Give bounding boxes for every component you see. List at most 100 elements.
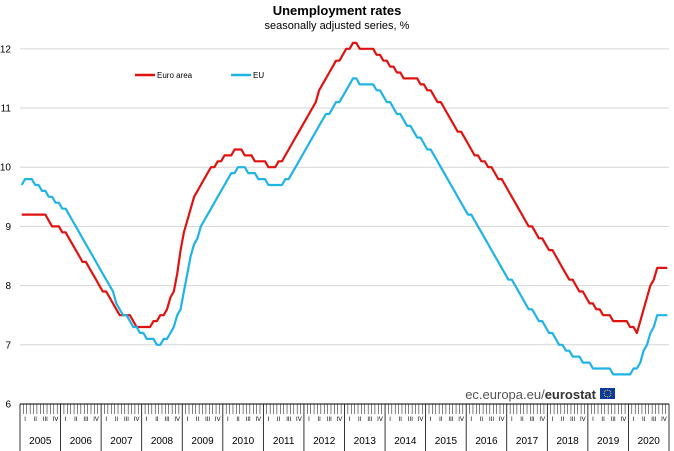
quarter-label: I <box>24 417 26 423</box>
year-label: 2017 <box>516 436 539 447</box>
quarter-label: I <box>430 417 432 423</box>
legend: Euro area EU <box>135 71 264 80</box>
quarter-label: IV <box>215 417 221 423</box>
year-label: 2013 <box>354 436 377 447</box>
quarter-label: III <box>570 417 575 423</box>
quarter-label: III <box>448 417 453 423</box>
quarter-label: III <box>611 417 616 423</box>
quarter-label: I <box>268 417 270 423</box>
series-line-euro-area <box>21 41 668 335</box>
year-label: 2010 <box>232 436 255 447</box>
quarter-label: I <box>105 417 107 423</box>
quarter-label: IV <box>377 417 383 423</box>
legend-label: EU <box>253 71 264 80</box>
eu-flag-icon <box>600 388 615 399</box>
quarter-label: III <box>489 417 494 423</box>
eu-flag-star <box>610 392 612 395</box>
quarter-label: II <box>642 417 646 423</box>
year-label: 2012 <box>313 436 336 447</box>
quarter-label: III <box>408 417 413 423</box>
chart-title: Unemployment rates <box>272 3 402 18</box>
quarter-label: IV <box>539 417 545 423</box>
quarter-label: I <box>186 417 188 423</box>
quarter-label: IV <box>499 417 505 423</box>
source-brand: eurostat <box>545 387 597 402</box>
year-label: 2006 <box>70 436 93 447</box>
quarter-label: IV <box>661 417 667 423</box>
source-text: ec.europa.eu/eurostat <box>465 387 596 402</box>
quarter-label: I <box>592 417 594 423</box>
y-tick-label: 9 <box>5 222 11 233</box>
quarter-label: II <box>115 417 119 423</box>
quarter-label: I <box>470 417 472 423</box>
quarter-label: III <box>651 417 656 423</box>
quarter-label: I <box>227 417 229 423</box>
quarter-label: III <box>530 417 535 423</box>
year-label: 2019 <box>597 436 620 447</box>
eu-flag-star <box>603 392 605 395</box>
quarter-label: III <box>124 417 129 423</box>
eu-flag-star <box>605 395 607 397</box>
quarter-label: II <box>317 417 321 423</box>
quarter-label: II <box>561 417 565 423</box>
y-tick-label: 12 <box>0 44 11 55</box>
year-label: 2009 <box>191 436 214 447</box>
quarter-label: IV <box>337 417 343 423</box>
quarter-label: I <box>65 417 67 423</box>
y-axis: 6 7 8 9 10 11 12 <box>0 44 11 410</box>
quarter-label: I <box>146 417 148 423</box>
quarter-label: IV <box>458 417 464 423</box>
quarter-label: II <box>358 417 362 423</box>
series-lines <box>20 41 668 376</box>
year-label: 2014 <box>394 436 417 447</box>
quarter-label: III <box>246 417 251 423</box>
quarter-label: I <box>389 417 391 423</box>
quarter-label: IV <box>621 417 627 423</box>
quarter-label: IV <box>418 417 424 423</box>
eu-flag-star <box>609 394 611 396</box>
quarter-label: I <box>511 417 513 423</box>
quarter-label: III <box>367 417 372 423</box>
quarter-label: I <box>633 417 635 423</box>
year-label: 2015 <box>435 436 458 447</box>
series-line-eu <box>20 77 668 376</box>
eu-flag-star <box>609 391 611 393</box>
quarter-label: IV <box>580 417 586 423</box>
quarter-label: II <box>439 417 443 423</box>
y-tick-label: 10 <box>0 163 11 174</box>
quarter-label: I <box>552 417 554 423</box>
eu-flag-star <box>608 390 610 392</box>
year-label: 2005 <box>29 436 52 447</box>
y-tick-label: 11 <box>1 104 12 115</box>
quarter-label: IV <box>296 417 302 423</box>
y-tick-label: 7 <box>5 340 11 351</box>
y-tick-label: 8 <box>5 281 11 292</box>
eu-flag-star <box>605 390 607 392</box>
year-label: 2011 <box>273 436 295 447</box>
quarter-label: II <box>277 417 281 423</box>
gridlines <box>20 48 669 405</box>
eu-flag-star <box>604 394 606 396</box>
quarter-label: III <box>286 417 291 423</box>
eu-flag-star <box>606 396 609 398</box>
quarter-label: II <box>196 417 200 423</box>
quarter-label: II <box>74 417 78 423</box>
chart-subtitle: seasonally adjusted series, % <box>264 20 410 32</box>
quarter-label: III <box>205 417 210 423</box>
source-credit: ec.europa.eu/eurostat <box>465 387 615 402</box>
quarter-label: IV <box>93 417 99 423</box>
source-prefix: ec.europa.eu/ <box>465 387 545 402</box>
quarter-label: II <box>155 417 159 423</box>
quarter-label: II <box>399 417 403 423</box>
year-label: 2018 <box>556 436 579 447</box>
quarter-label: III <box>327 417 332 423</box>
eu-flag-star <box>606 389 609 391</box>
eu-flag-star <box>604 391 606 393</box>
quarter-label: II <box>34 417 38 423</box>
quarter-label: IV <box>174 417 180 423</box>
year-label: 2020 <box>638 436 661 447</box>
year-label: 2007 <box>110 436 133 447</box>
quarter-label: III <box>165 417 170 423</box>
